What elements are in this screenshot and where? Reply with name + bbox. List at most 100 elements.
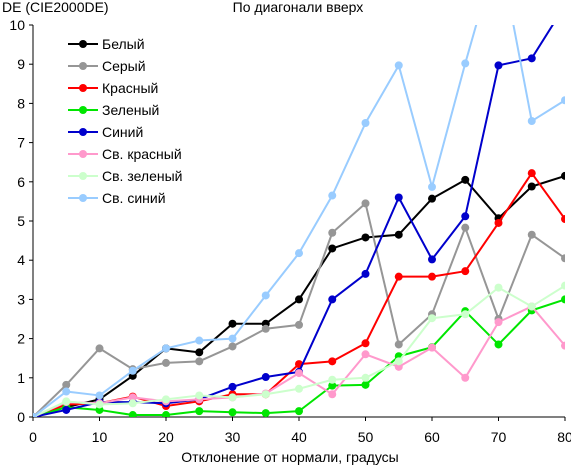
y-tick-label: 9 (17, 56, 25, 72)
data-point (361, 350, 370, 359)
series-line (33, 298, 565, 417)
data-point (162, 344, 170, 353)
legend-swatch-marker (79, 40, 87, 48)
data-point (361, 233, 370, 242)
data-point (162, 395, 170, 404)
y-tick-label: 3 (17, 291, 25, 307)
data-point (295, 384, 303, 393)
legend-item: Св. зеленый (68, 168, 182, 184)
data-point (162, 411, 170, 417)
legend-label: Св. зеленый (102, 168, 182, 184)
data-point (261, 373, 270, 382)
legend-label: Серый (102, 58, 146, 74)
series-8 (33, 25, 565, 417)
data-point (394, 61, 403, 70)
data-point (428, 255, 436, 264)
y-axis-label: DE (CIE2000DE) (2, 0, 109, 15)
data-point (128, 366, 137, 375)
data-point (561, 341, 565, 350)
data-point (295, 320, 303, 329)
data-point (494, 218, 503, 227)
data-point (328, 390, 337, 399)
x-axis-label: Отклонение от нормали, градусы (181, 449, 398, 465)
data-point (561, 281, 565, 290)
x-tick-label: 80 (557, 429, 571, 445)
data-point (228, 319, 237, 328)
y-tick-label: 6 (17, 174, 25, 190)
data-point (394, 362, 403, 371)
data-point (461, 212, 470, 221)
legend-label: Синий (102, 124, 143, 140)
legend-item: Красный (68, 80, 158, 96)
y-tick-label: 0 (17, 409, 25, 425)
data-point (328, 295, 337, 304)
y-tick-label: 2 (17, 331, 25, 347)
legend-swatch-marker (79, 84, 87, 92)
tick-labels: 0 1 2 3 4 5 6 7 8 9 10 0 10 20 30 40 50 60 70 80 (9, 17, 571, 445)
series-layer (33, 1, 569, 417)
data-point (428, 272, 436, 281)
legend-item: Св. красный (68, 146, 182, 162)
data-point (527, 230, 536, 239)
data-point (62, 387, 71, 396)
data-point (295, 369, 303, 378)
chart-title: По диагонали вверх (233, 0, 364, 15)
legend-label: Красный (102, 80, 158, 96)
legend-swatch-marker (79, 128, 87, 136)
data-point (461, 59, 470, 68)
data-point (295, 407, 303, 416)
data-point (394, 357, 403, 366)
legend: Белый Серый Красный Зеленый Синий Св. красный… (68, 36, 182, 206)
data-point (95, 400, 104, 409)
y-tick-label: 1 (17, 370, 25, 386)
y-tick-label: 7 (17, 135, 25, 151)
data-point (394, 272, 403, 281)
data-point (461, 310, 470, 319)
data-point (428, 194, 436, 203)
data-point (95, 344, 104, 353)
legend-label: Св. синий (102, 190, 166, 206)
data-point (295, 249, 303, 258)
data-point (361, 373, 370, 382)
legend-label: Белый (102, 36, 145, 52)
data-point (295, 295, 303, 304)
data-point (328, 191, 337, 200)
x-tick-label: 30 (225, 429, 241, 445)
data-point (328, 381, 337, 390)
y-tick-label: 8 (17, 95, 25, 111)
data-point (261, 291, 270, 300)
x-tick-label: 20 (158, 429, 174, 445)
data-point (494, 283, 503, 292)
data-point (461, 373, 470, 382)
data-point (361, 199, 370, 208)
axes (29, 24, 566, 421)
data-point (195, 391, 204, 400)
legend-item: Св. синий (68, 190, 166, 206)
data-point (195, 348, 204, 357)
data-point (561, 171, 565, 180)
legend-swatch-marker (79, 106, 87, 114)
data-point (428, 314, 436, 323)
x-tick-label: 60 (424, 429, 440, 445)
data-point (527, 302, 536, 311)
data-point (328, 244, 337, 253)
x-tick-label: 40 (291, 429, 307, 445)
data-point (195, 407, 204, 416)
data-point (228, 393, 237, 402)
data-point (561, 1, 569, 9)
data-point (361, 380, 370, 389)
data-point (561, 254, 565, 263)
data-point (461, 223, 470, 232)
data-point (128, 411, 137, 417)
data-point (328, 357, 337, 366)
data-point (162, 358, 170, 367)
data-point (128, 393, 137, 402)
y-tick-label: 10 (9, 17, 25, 33)
legend-box (64, 33, 208, 211)
data-point (561, 215, 565, 224)
data-point (461, 175, 470, 184)
data-point (461, 267, 470, 276)
data-point (527, 54, 536, 63)
data-point (62, 380, 71, 389)
